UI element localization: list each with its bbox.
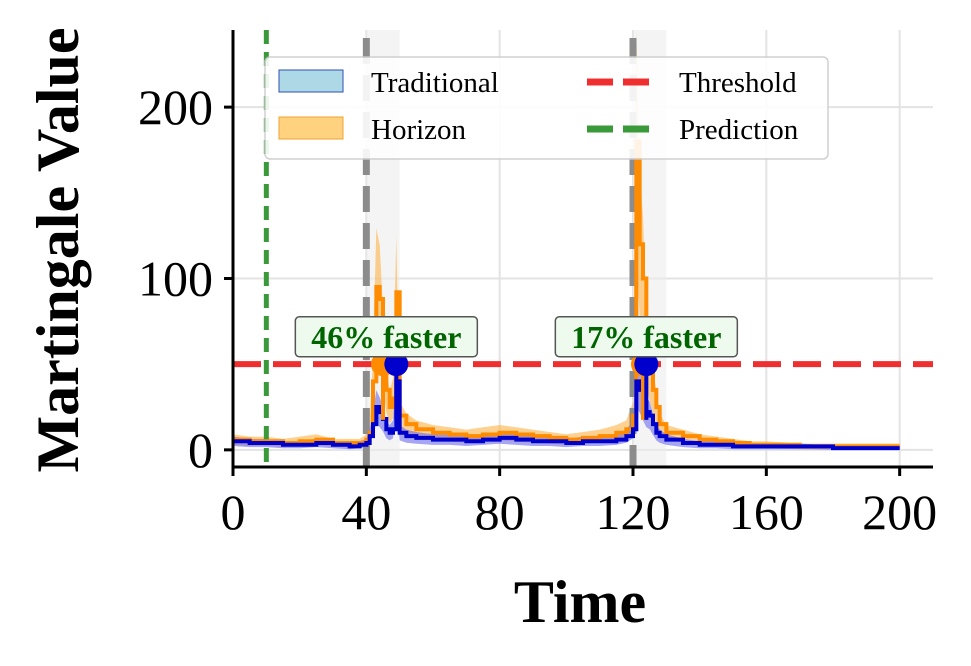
legend-label-threshold: Threshold — [679, 67, 797, 99]
y-axis-title: Martingale Value — [25, 28, 91, 473]
legend-label-prediction: Prediction — [679, 114, 799, 146]
annotation-text: 17% faster — [571, 319, 721, 355]
x-tick-label: 120 — [596, 484, 671, 540]
annotation-box — [554, 316, 739, 358]
annotation-box — [294, 316, 479, 358]
x-tick-label: 160 — [729, 484, 804, 540]
y-tick-label: 200 — [138, 79, 213, 135]
x-tick-label: 40 — [341, 484, 391, 540]
x-tick-label: 80 — [475, 484, 525, 540]
legend: Traditional Horizon Threshold Prediction — [264, 56, 829, 160]
legend-label-traditional: Traditional — [371, 67, 499, 99]
detection-marker — [384, 352, 409, 377]
series-lines — [233, 139, 900, 451]
speedup-annotations: 46% faster 17% faster — [294, 316, 739, 358]
annotation-text: 46% faster — [311, 319, 461, 355]
x-tick-label: 0 — [221, 484, 246, 540]
axes: 0 40 80 120 160 200 0 100 200 Time Martingale Valu… — [25, 28, 937, 636]
line-horizon — [233, 139, 900, 449]
y-tick-label: 0 — [188, 422, 213, 478]
y-tick-label: 100 — [138, 250, 213, 306]
legend-swatch-horizon — [278, 116, 344, 140]
x-axis-title: Time — [514, 569, 646, 635]
detection-marker — [634, 352, 659, 377]
legend-box — [264, 56, 829, 160]
legend-swatch-traditional — [278, 69, 344, 93]
detection-markers — [371, 352, 659, 420]
x-tick-label: 200 — [862, 484, 937, 540]
legend-label-horizon: Horizon — [371, 114, 467, 146]
line-traditional — [233, 379, 900, 451]
